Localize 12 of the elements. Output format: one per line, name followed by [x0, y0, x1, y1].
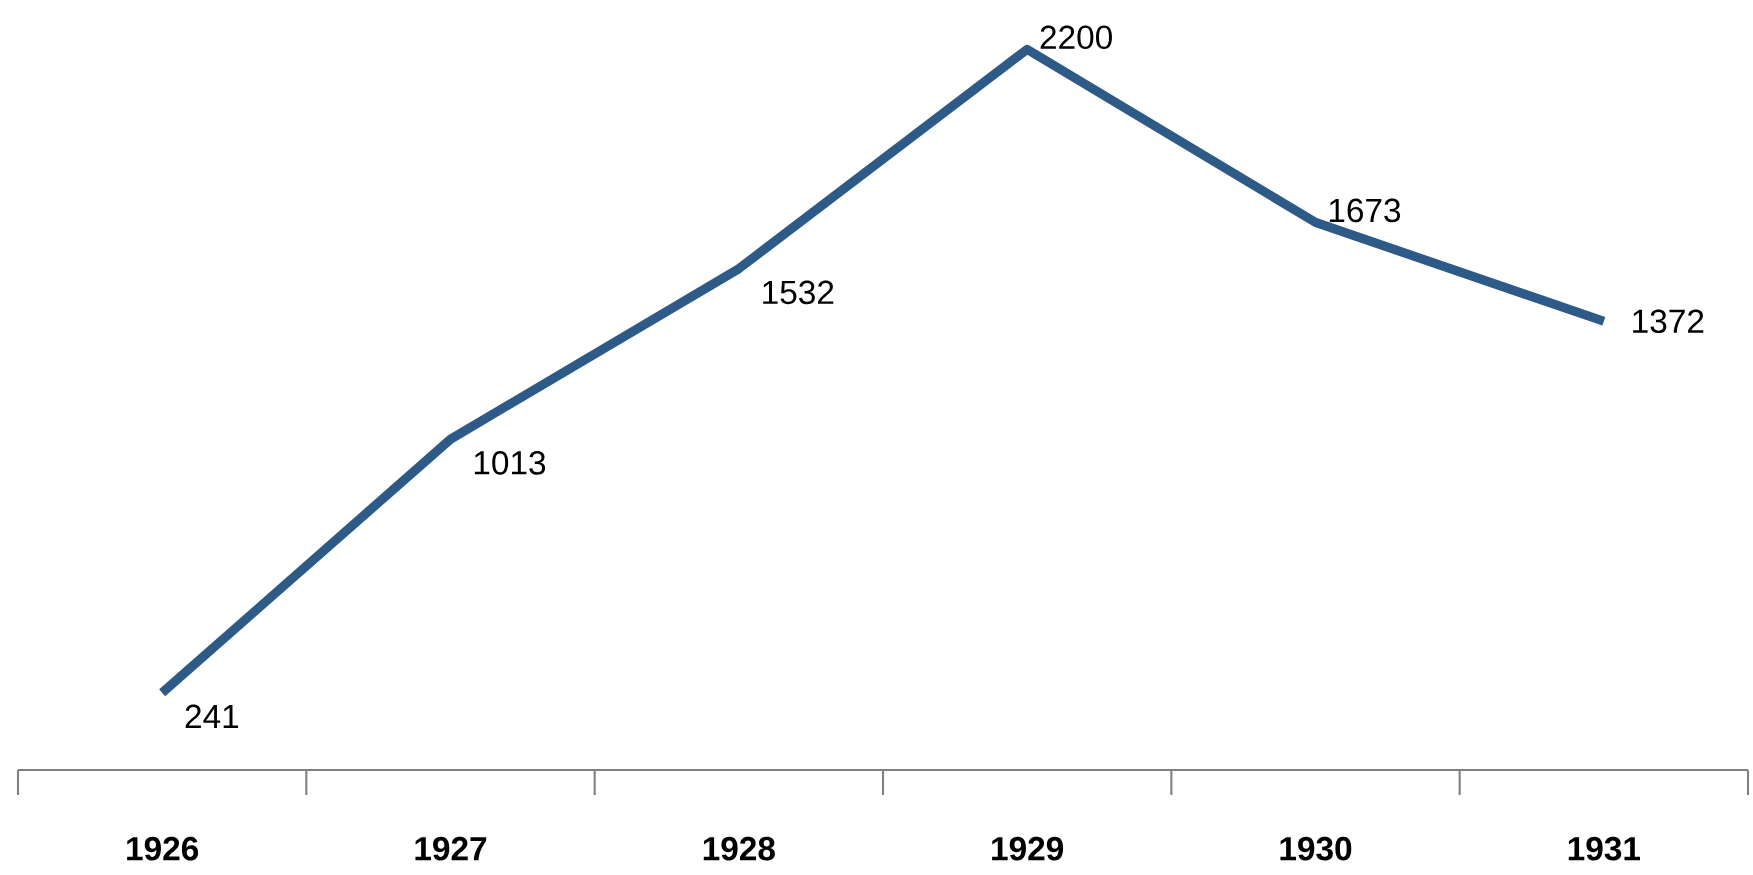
data-label: 241	[185, 704, 239, 728]
x-tick-label: 1931	[1568, 836, 1641, 861]
data-label: 1532	[763, 280, 834, 305]
x-tick-label: 1930	[1280, 836, 1352, 861]
x-tick-label: 1929	[992, 836, 1064, 861]
x-tick-label: 1927	[415, 836, 487, 861]
data-label: 1673	[1329, 198, 1401, 223]
data-label: 1013	[474, 451, 546, 475]
x-tick-label: 1926	[127, 836, 199, 861]
x-tick-label: 1928	[703, 836, 775, 861]
data-label: 2200	[1040, 25, 1112, 50]
data-label: 1372	[1633, 309, 1704, 334]
